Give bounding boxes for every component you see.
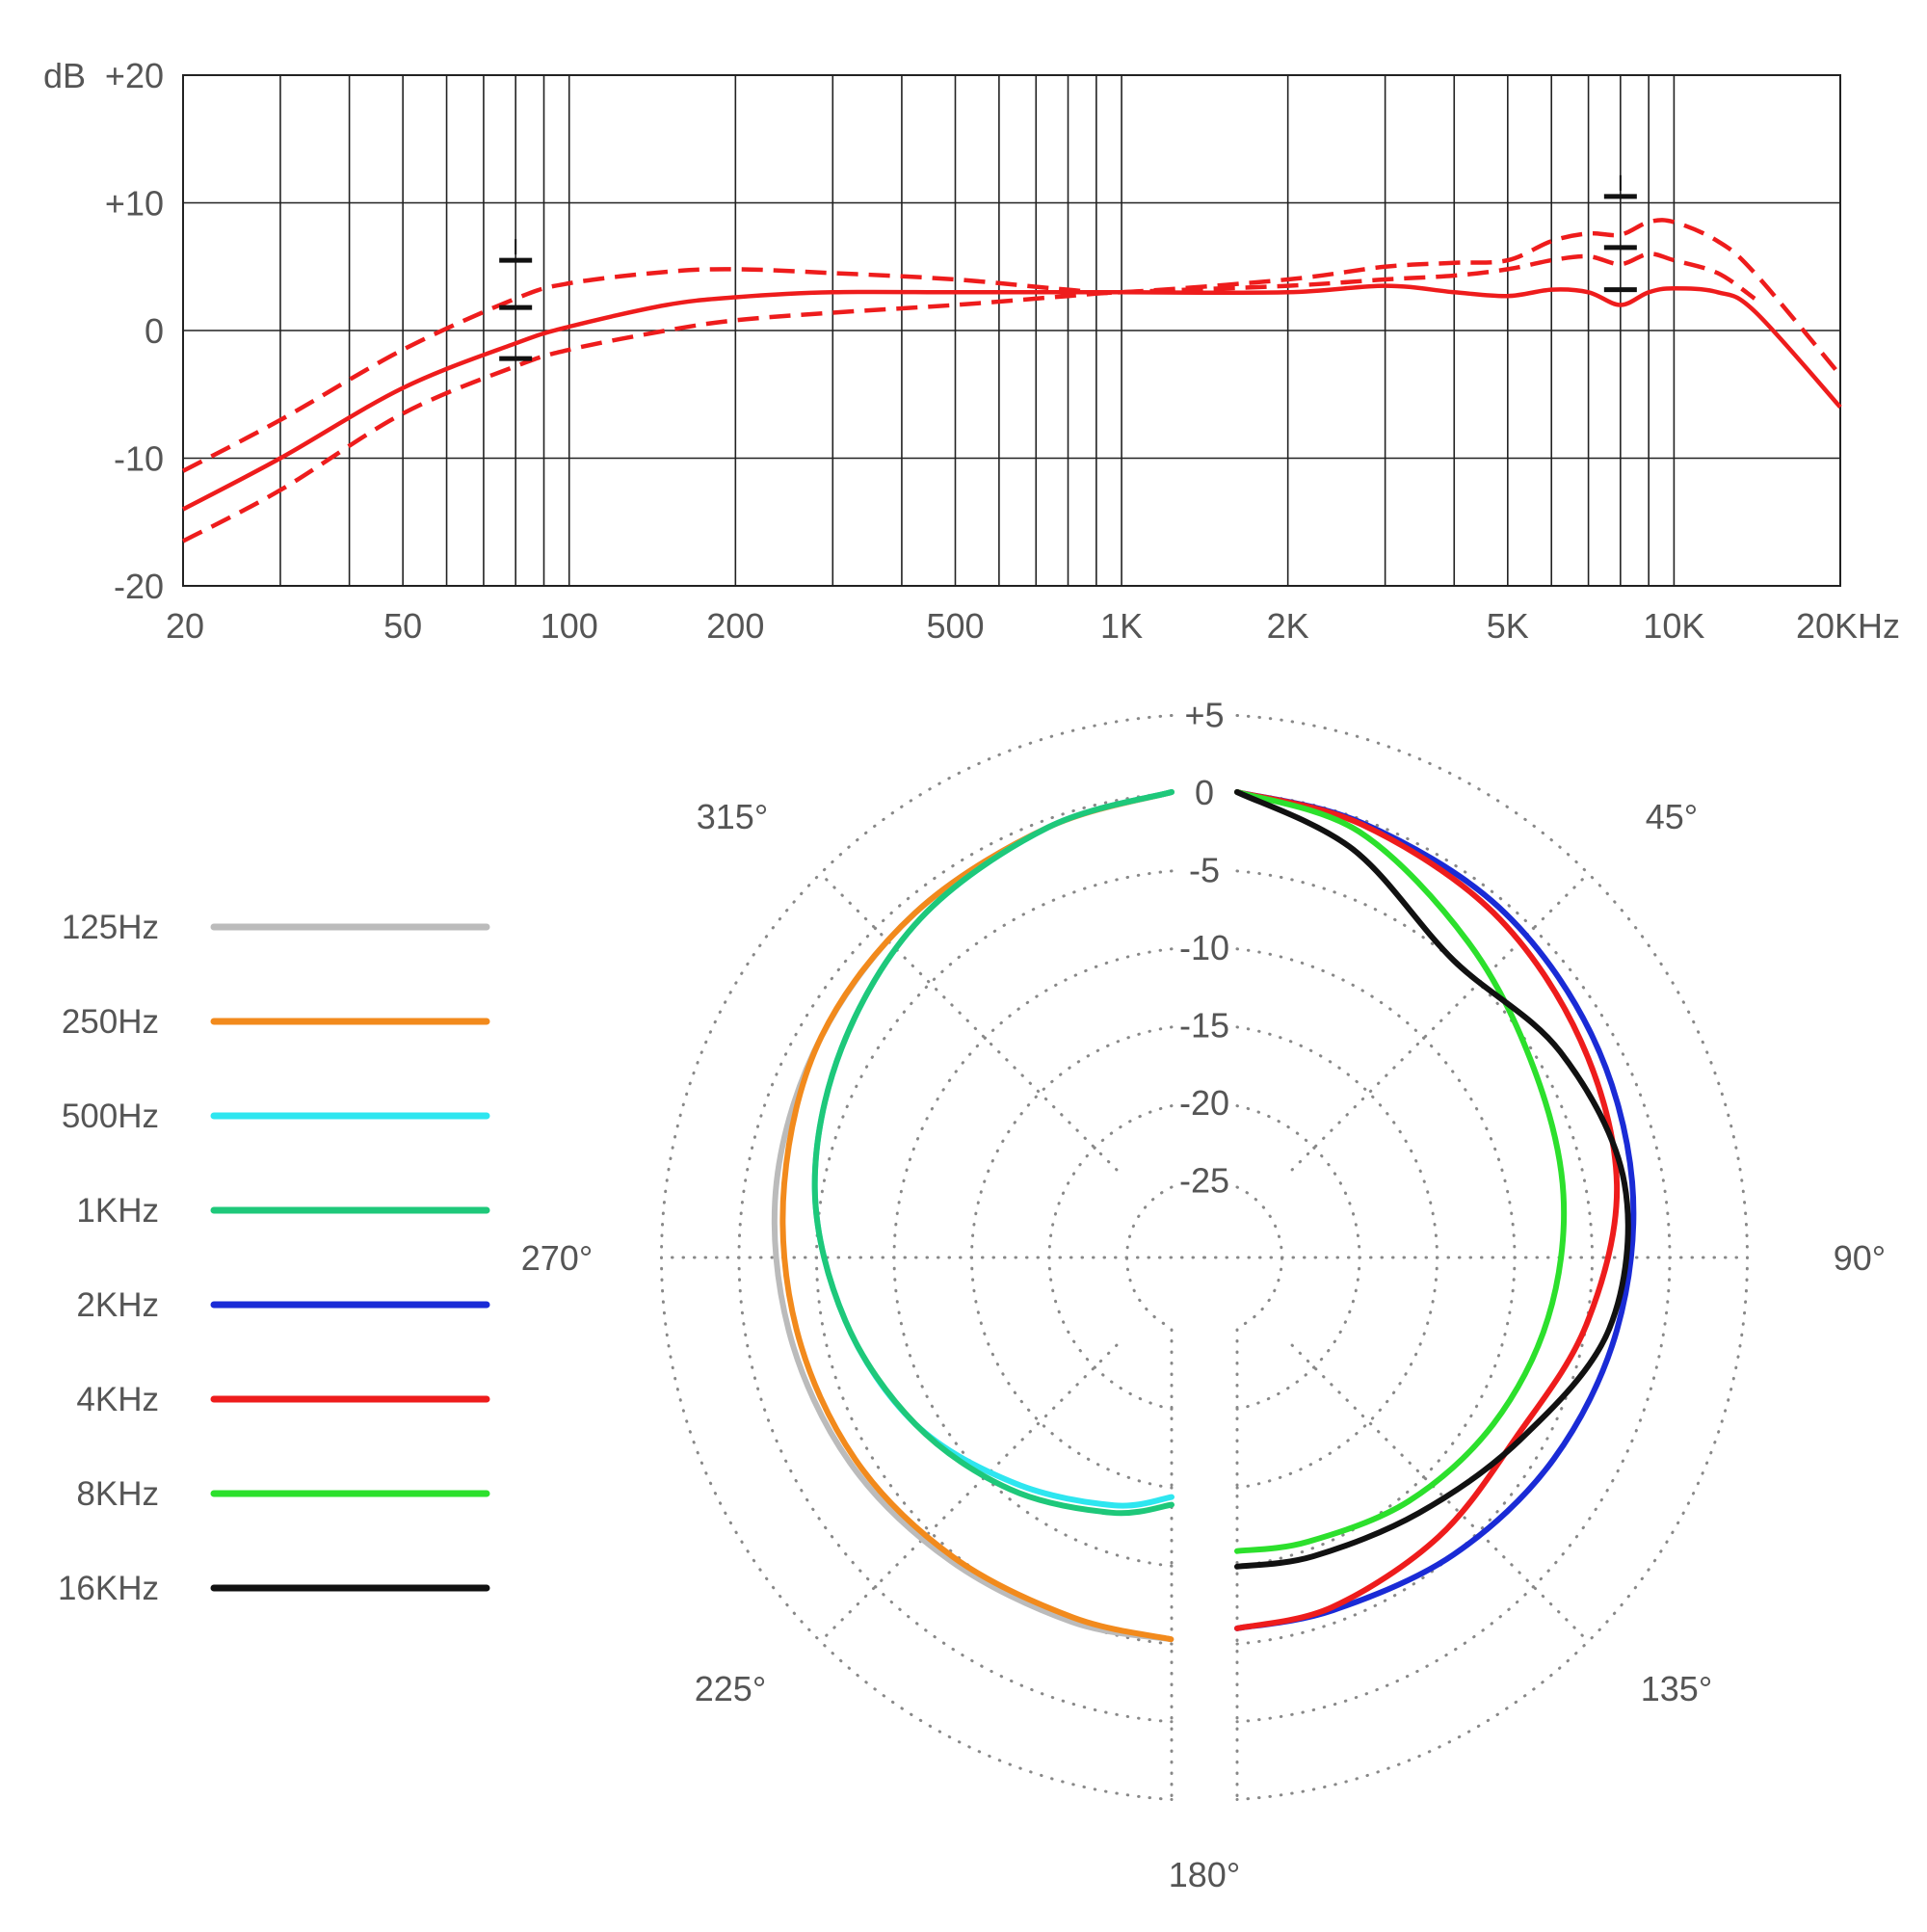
polar-ring (1047, 1104, 1174, 1411)
angle-tick-label: 180° (1169, 1855, 1240, 1894)
legend-label-16khz: 16KHz (58, 1570, 159, 1607)
y-axis-label: dB (43, 56, 86, 95)
polar-curve-250hz (779, 789, 1175, 1643)
legend-label-125hz: 125Hz (62, 909, 159, 946)
radial-tick-label: 0 (1195, 773, 1214, 812)
frequency-response-labels: dB 20 50 100 200 500 1K 2K 5K 10K 20KHz +20 +10 0 -10… (43, 56, 1900, 646)
radial-tick-label: -10 (1179, 928, 1229, 967)
frequency-response-curves (181, 174, 1842, 543)
response-curve-dashed (181, 251, 1756, 543)
x-tick-label: 20 (166, 606, 204, 646)
angle-tick-label: 225° (695, 1669, 766, 1708)
polar-curve-2khz (1234, 789, 1637, 1631)
y-tick-label: -10 (114, 439, 164, 479)
x-tick-label: 1K (1100, 606, 1143, 646)
legend-label-500hz: 500Hz (62, 1098, 159, 1135)
polar-spoke (819, 872, 1119, 1172)
polar-curve-16khz (1234, 789, 1631, 1570)
angle-tick-label: 90° (1834, 1238, 1886, 1278)
legend-label-4khz: 4KHz (76, 1381, 159, 1418)
polar-ring (660, 714, 1174, 1801)
x-tick-label: 100 (541, 606, 598, 646)
x-tick-label: 200 (706, 606, 764, 646)
legend-label-1khz: 1KHz (76, 1192, 159, 1230)
legend-label-250hz: 250Hz (62, 1003, 159, 1041)
polar-grid (660, 714, 1749, 1802)
radial-tick-label: -15 (1179, 1006, 1229, 1045)
legend: 125Hz 250Hz 500Hz 1KHz 2KHz 4KHz 8KHz 16KHz (58, 909, 490, 1607)
x-tick-label: 500 (926, 606, 984, 646)
x-tick-label: 20KHz (1796, 606, 1900, 646)
legend-label-2khz: 2KHz (76, 1286, 159, 1324)
x-tick-label: 5K (1487, 606, 1529, 646)
angle-tick-label: 315° (697, 797, 768, 836)
polar-ring (1235, 1104, 1361, 1411)
x-tick-label: 50 (383, 606, 422, 646)
radial-tick-label: +5 (1184, 696, 1224, 735)
radial-tick-label: -25 (1179, 1161, 1229, 1201)
polar-curve-1khz (811, 789, 1175, 1517)
angle-tick-label: 45° (1646, 797, 1698, 836)
polar-ring (1235, 947, 1517, 1568)
polar-curve-500hz (811, 789, 1175, 1509)
polar-curves (771, 789, 1637, 1643)
polar-spoke (819, 1343, 1119, 1643)
y-tick-label: +20 (105, 56, 164, 95)
y-tick-label: -20 (114, 567, 164, 606)
polar-ring (892, 947, 1174, 1568)
x-tick-label: 2K (1267, 606, 1309, 646)
angle-tick-label: 135° (1641, 1669, 1712, 1708)
polar-labels: +5 0 -5 -10 -15 -20 -25 45° 90° 135° 180° 225° 270° 3… (521, 696, 1886, 1895)
polar-spoke (1290, 1343, 1590, 1643)
y-tick-label: 0 (145, 311, 164, 351)
polar-spoke (1290, 872, 1590, 1172)
y-tick-label: +10 (105, 184, 164, 224)
polar-curve-8khz (1234, 789, 1568, 1554)
radial-tick-label: -5 (1189, 851, 1220, 890)
radial-tick-label: -20 (1179, 1083, 1229, 1123)
frequency-response-grid (182, 74, 1841, 587)
polar-curve-4khz (1234, 789, 1621, 1631)
polar-ring (1235, 714, 1749, 1801)
x-tick-label: 10K (1643, 606, 1704, 646)
legend-label-8khz: 8KHz (76, 1475, 159, 1513)
angle-tick-label: 270° (521, 1238, 593, 1278)
response-curve-solid (181, 283, 1842, 512)
response-curve-dashed (181, 218, 1842, 473)
